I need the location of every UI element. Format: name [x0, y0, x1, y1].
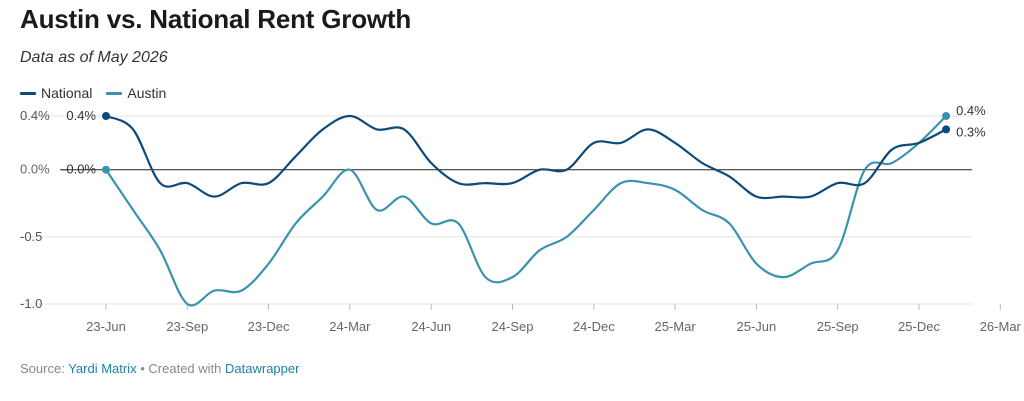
x-tick-label: 25-Jun	[737, 319, 777, 334]
datawrapper-link[interactable]: Datawrapper	[225, 361, 300, 376]
legend-swatch-austin	[106, 91, 123, 95]
y-tick-label: -0.5	[20, 229, 42, 244]
series-start-dot-national	[102, 112, 110, 120]
x-tick-label: 23-Sep	[166, 319, 208, 334]
created-with-label: Created with	[148, 361, 222, 376]
chart-legend: National Austin	[20, 85, 180, 101]
x-tick-label: 24-Jun	[411, 319, 451, 334]
series-line-austin	[104, 114, 948, 307]
y-tick-label: 0.0%	[20, 162, 50, 177]
legend-item-national: National	[20, 85, 92, 101]
legend-item-austin: Austin	[106, 85, 166, 101]
legend-label-austin: Austin	[127, 85, 167, 101]
x-tick-label: 23-Jun	[86, 319, 126, 334]
source-label: Source:	[20, 361, 65, 376]
y-tick-label: 0.4%	[20, 108, 50, 123]
legend-swatch-national	[20, 91, 36, 95]
x-tick-label: 25-Sep	[817, 319, 859, 334]
national-end-label: 0.3%	[956, 124, 986, 139]
x-tick-label: 24-Sep	[492, 319, 534, 334]
x-tick-label: 25-Mar	[655, 319, 697, 334]
legend-label-national: National	[41, 85, 93, 101]
national-start-label: 0.4%	[66, 108, 96, 123]
series-start-dot-austin	[102, 165, 110, 174]
national-start-label-zero: -0.0%	[62, 162, 96, 177]
chart-footer: Source: Yardi Matrix • Created with Data…	[20, 361, 299, 376]
x-tick-label: 23-Dec	[248, 319, 290, 334]
source-link[interactable]: Yardi Matrix	[68, 361, 137, 376]
x-tick-label: 26-Mar	[980, 319, 1022, 334]
chart-subtitle: Data as of May 2026	[20, 49, 168, 66]
austin-end-label: 0.4%	[956, 103, 986, 118]
series-line-national	[104, 114, 948, 200]
series-end-dot-austin	[942, 112, 951, 120]
y-tick-label: -1.0	[20, 296, 42, 311]
x-tick-label: 24-Mar	[329, 319, 371, 334]
footer-separator: •	[140, 361, 145, 376]
chart-title: Austin vs. National Rent Growth	[20, 4, 412, 34]
x-tick-label: 24-Dec	[573, 319, 615, 334]
series-end-dot-national	[942, 125, 951, 134]
x-tick-label: 25-Dec	[898, 319, 940, 334]
